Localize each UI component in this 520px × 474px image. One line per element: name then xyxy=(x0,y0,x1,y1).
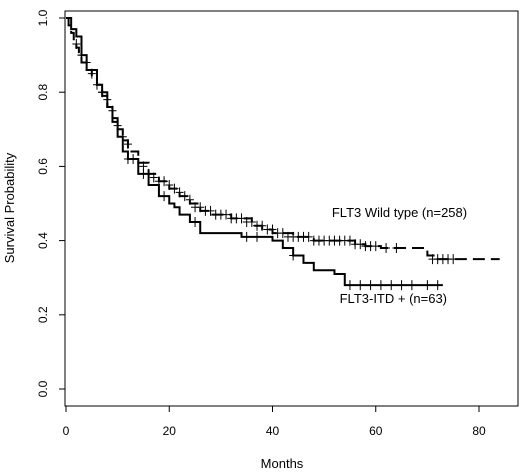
censor-mark xyxy=(356,239,365,250)
x-tick-label: 40 xyxy=(266,424,280,438)
censor-mark xyxy=(242,231,251,242)
x-tick-label: 0 xyxy=(63,424,70,438)
censor-mark xyxy=(77,50,86,61)
series-annotation: FLT3-ITD + (n=63) xyxy=(340,291,447,306)
x-tick-label: 20 xyxy=(163,424,177,438)
censor-mark xyxy=(382,243,391,254)
censor-mark xyxy=(165,179,174,190)
censor-mark xyxy=(253,231,262,242)
censor-mark xyxy=(289,250,298,261)
y-tick-label: 0.0 xyxy=(36,380,50,397)
censor-mark xyxy=(366,280,375,291)
censor-mark xyxy=(237,213,246,224)
censor-mark xyxy=(304,231,313,242)
x-axis-title: Months xyxy=(261,456,304,471)
censor-mark xyxy=(191,217,200,228)
x-tick-label: 60 xyxy=(369,424,383,438)
censor-mark xyxy=(371,241,380,252)
y-tick-label: 0.4 xyxy=(36,232,50,249)
y-axis-title: Survival Probability xyxy=(2,152,17,263)
censor-mark xyxy=(258,220,267,231)
y-axis-ticks: 0.0 0.2 0.4 0.6 0.8 1.0 xyxy=(36,9,65,397)
series-line xyxy=(66,17,500,261)
censor-mark xyxy=(247,217,256,228)
y-tick-label: 0.8 xyxy=(36,84,50,101)
y-tick-label: 1.0 xyxy=(36,9,50,26)
y-tick-label: 0.2 xyxy=(36,306,50,323)
censor-mark xyxy=(160,191,169,202)
censor-mark xyxy=(392,243,401,254)
censor-mark xyxy=(149,172,158,183)
censor-mark xyxy=(185,194,194,205)
censor-mark xyxy=(278,228,287,239)
censor-mark xyxy=(376,280,385,291)
censor-mark xyxy=(397,280,406,291)
censor-mark xyxy=(423,280,432,291)
x-tick-label: 80 xyxy=(472,424,486,438)
x-axis-ticks: 0 20 40 60 80 xyxy=(63,406,486,438)
censor-mark xyxy=(98,87,107,98)
series-group xyxy=(66,17,500,265)
series-annotation: FLT3 Wild type (n=258) xyxy=(332,205,467,220)
censor-mark xyxy=(345,235,354,246)
censor-mark xyxy=(345,280,354,291)
censor-mark xyxy=(433,280,442,291)
censor-mark xyxy=(356,280,365,291)
censor-mark xyxy=(268,224,277,235)
censor-mark xyxy=(123,139,132,150)
series-layer xyxy=(66,17,500,291)
censor-mark xyxy=(196,202,205,213)
series-group xyxy=(66,17,443,291)
censor-mark xyxy=(206,205,215,216)
censor-mark xyxy=(180,191,189,202)
censor-mark xyxy=(407,280,416,291)
censor-mark xyxy=(160,176,169,187)
censor-mark xyxy=(72,38,81,49)
censor-mark xyxy=(175,187,184,198)
censor-mark xyxy=(222,209,231,220)
censor-mark xyxy=(123,153,132,164)
y-tick-label: 0.6 xyxy=(36,158,50,175)
censor-mark xyxy=(170,183,179,194)
annotation-layer: FLT3 Wild type (n=258) FLT3-ITD + (n=63) xyxy=(332,205,467,306)
censor-mark xyxy=(387,280,396,291)
plot-frame xyxy=(64,10,519,407)
censor-mark xyxy=(139,168,148,179)
censor-mark xyxy=(449,254,458,265)
